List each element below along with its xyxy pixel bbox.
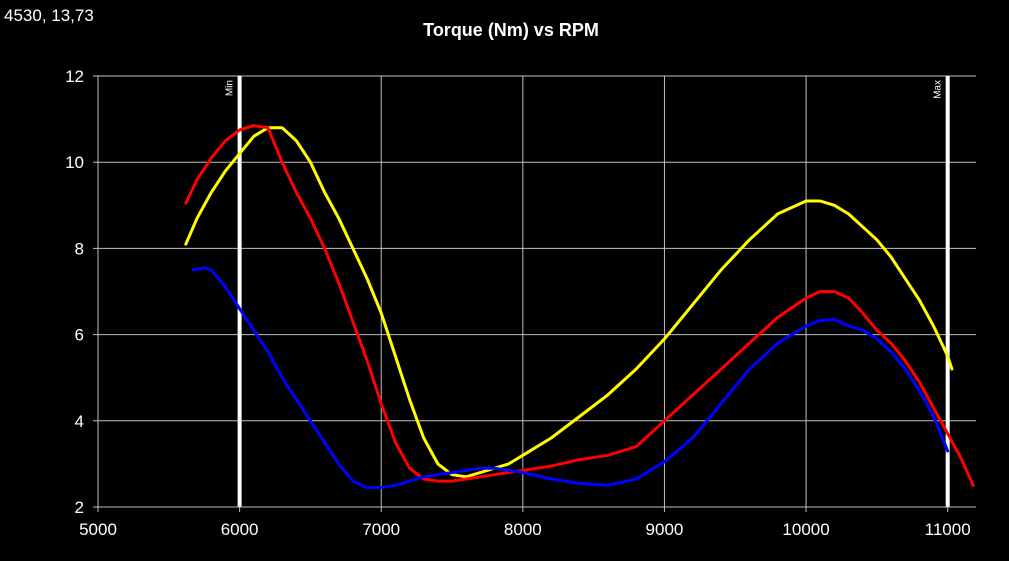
x-axis-ticks: 5000 6000 7000 8000 9000 10000 11000 — [79, 520, 971, 539]
x-tick-label: 10000 — [782, 520, 829, 539]
x-tick-label: 8000 — [504, 520, 542, 539]
series-lines — [184, 124, 975, 490]
y-tick-label: 6 — [75, 326, 84, 345]
x-tick-label: 9000 — [646, 520, 684, 539]
series-line-2 — [184, 124, 975, 487]
marker-max-label: Max — [933, 80, 944, 99]
y-tick-label: 10 — [65, 153, 84, 172]
series-line-3 — [191, 266, 950, 490]
x-tick-label: 11000 — [925, 520, 971, 539]
marker-min-label: Min — [225, 80, 236, 96]
plot-frame — [97, 76, 976, 508]
y-tick-label: 2 — [75, 498, 84, 517]
chart-title: Torque (Nm) vs RPM — [423, 20, 599, 40]
y-tick-label: 8 — [75, 239, 84, 258]
x-tick-label: 5000 — [79, 520, 117, 539]
cursor-readout: 4530, 13,73 — [4, 6, 94, 25]
y-tick-label: 4 — [75, 412, 84, 431]
y-axis-ticks: 2 4 6 8 10 12 — [65, 67, 84, 517]
x-tick-label: 6000 — [221, 520, 259, 539]
series-line-1 — [184, 126, 954, 479]
y-tick-label: 12 — [65, 67, 84, 86]
x-tick-label: 7000 — [362, 520, 400, 539]
